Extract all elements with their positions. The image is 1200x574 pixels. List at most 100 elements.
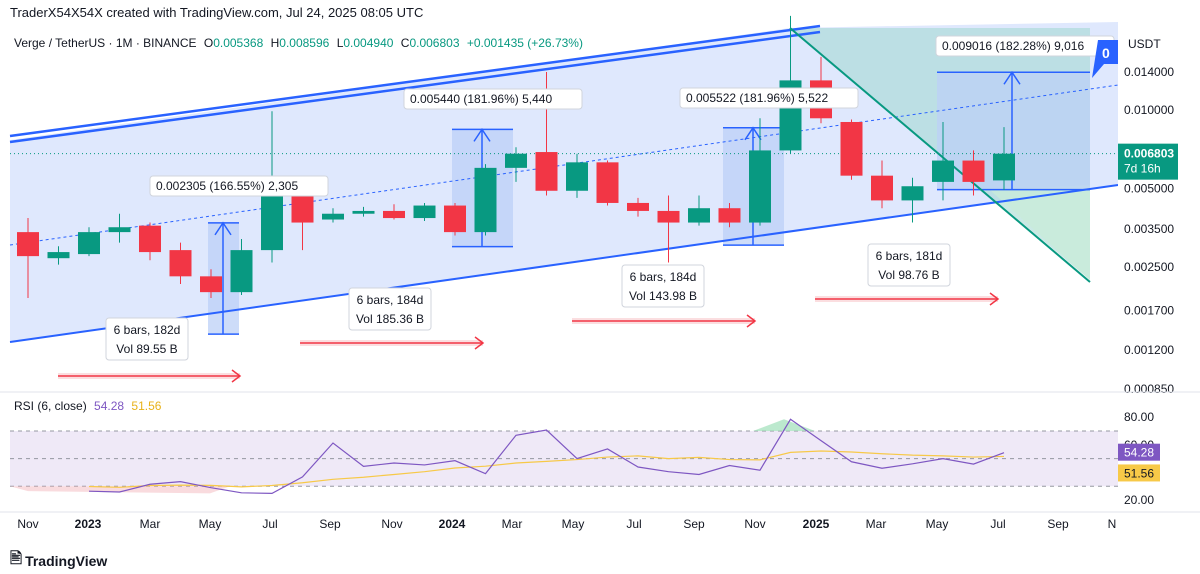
candle-body (962, 160, 985, 182)
candle-body (47, 252, 70, 259)
candle-body (322, 213, 344, 220)
time-tick: Nov (381, 517, 402, 531)
volume-label: Vol 143.98 B (629, 289, 697, 303)
high-value: 0.008596 (279, 36, 330, 50)
price-tick: 0.010000 (1124, 103, 1174, 117)
rsi-line (88, 418, 1005, 494)
candle-body (78, 232, 100, 255)
price-tick: 0.000850 (1124, 382, 1174, 396)
open-value: 0.005368 (213, 36, 264, 50)
bars-label-box (867, 243, 951, 287)
candle-body (993, 153, 1015, 181)
candle-body (261, 181, 283, 251)
time-tick: Jul (262, 517, 277, 531)
rsi-ma-badge (1118, 464, 1160, 482)
channel-upper-line-2 (9, 30, 821, 144)
candle-body (200, 276, 222, 293)
time-tick: Sep (1047, 517, 1069, 531)
volume-label: Vol 98.76 B (878, 268, 939, 282)
time-tick: Jul (990, 517, 1005, 531)
last-price-badge (1118, 143, 1178, 180)
candle-body (718, 208, 741, 223)
candle-body (688, 208, 710, 223)
candle-body (139, 225, 161, 253)
change-value: +0.001435 (+26.73%) (466, 36, 583, 50)
close-label: C (400, 36, 410, 50)
candle-body (901, 186, 924, 201)
target-tag (1092, 40, 1120, 78)
volume-label: Vol 89.55 B (116, 342, 177, 356)
brand-name: TradingView (25, 552, 108, 569)
candle-body (596, 162, 619, 203)
tradingview-logo-icon: 🖹 (10, 550, 22, 567)
measure-label: 0.009016 (182.28%) 9,016 (942, 39, 1084, 53)
candle-body (17, 232, 39, 257)
rsi-overbought-fill (753, 419, 815, 431)
candle-body (871, 175, 893, 201)
projection-arrow-head (989, 292, 1000, 306)
price-tick: 0.001700 (1124, 304, 1174, 318)
low-label: L (336, 36, 344, 50)
candle-body (566, 162, 588, 191)
candle-body (535, 152, 558, 191)
bars-label: 6 bars, 181d (876, 249, 943, 263)
price-tick: 0.014000 (1124, 65, 1174, 79)
measure-label-box (679, 87, 859, 109)
price-axis-bg (1118, 28, 1200, 388)
bars-label: 6 bars, 184d (630, 270, 697, 284)
measure-label: 0.005522 (181.96%) 5,522 (686, 91, 828, 105)
last-price-value: 0.006803 (1124, 147, 1174, 161)
candle-body (657, 210, 680, 223)
bars-label-box (621, 264, 705, 308)
target-tag-text: 0 (1102, 45, 1110, 61)
candle-body (749, 150, 771, 223)
time-tick: 2023 (75, 517, 102, 531)
measure-arrow-head (744, 126, 762, 141)
bars-label-box (348, 287, 432, 331)
descending-trendline (789, 27, 1091, 283)
rsi-ma-badge-text: 51.56 (1124, 466, 1154, 480)
open-label: O (203, 36, 214, 50)
measure-label: 0.002305 (166.55%) 2,305 (156, 179, 298, 193)
time-tick: Jul (626, 517, 641, 531)
channel-lower-line (9, 184, 1119, 343)
bars-label: 6 bars, 184d (357, 293, 424, 307)
rsi-ma-value: 51.56 (131, 399, 162, 413)
channel-upper-line (9, 24, 821, 138)
measure-arrow-head (214, 221, 232, 236)
time-tick: Mar (502, 517, 523, 531)
symbol-name[interactable]: Verge / TetherUS · 1M · BINANCE (14, 36, 197, 50)
symbol-legend: Verge / TetherUS · 1M · BINANCE O0.00536… (14, 36, 583, 50)
price-pane: 0.002305 (166.55%) 2,305 0.005440 (181.96… (9, 15, 1120, 383)
time-tick: May (562, 517, 585, 531)
rsi-title[interactable]: RSI (6, close) (14, 399, 87, 413)
time-tick: Mar (140, 517, 161, 531)
channel-mid-line (9, 84, 1119, 246)
price-tick: 0.005000 (1124, 181, 1174, 195)
axes: 0.014000 0.010000 0.005000 0.003500 0.002500… (0, 28, 1200, 531)
bars-label: 6 bars, 182d (114, 323, 181, 337)
time-tick: N (1108, 517, 1117, 531)
time-tick: Mar (866, 517, 887, 531)
rsi-oversold-fill (10, 486, 230, 494)
rsi-value-badge-text: 54.28 (1124, 446, 1154, 460)
tradingview-brand[interactable]: 🖹 TradingView (10, 548, 107, 573)
projection-arrow-head (746, 314, 757, 328)
candle-body (352, 210, 375, 214)
candle-body (932, 160, 954, 182)
measure-arrow-head (1003, 70, 1021, 85)
time-tick: May (199, 517, 222, 531)
high-label: H (270, 36, 280, 50)
time-tick: Nov (744, 517, 765, 531)
candle-body (505, 153, 527, 168)
time-tick: Sep (683, 517, 705, 531)
rsi-tick: 20.00 (1124, 493, 1154, 507)
measure-label: 0.005440 (181.96%) 5,440 (410, 92, 552, 106)
chart-attribution: TraderX54X54X created with TradingView.c… (10, 5, 424, 20)
candle-body (230, 250, 253, 293)
candle-body (444, 205, 466, 233)
quote-currency[interactable]: USDT (1128, 37, 1161, 51)
candle-body (474, 167, 497, 233)
rsi-value-badge (1118, 443, 1160, 461)
